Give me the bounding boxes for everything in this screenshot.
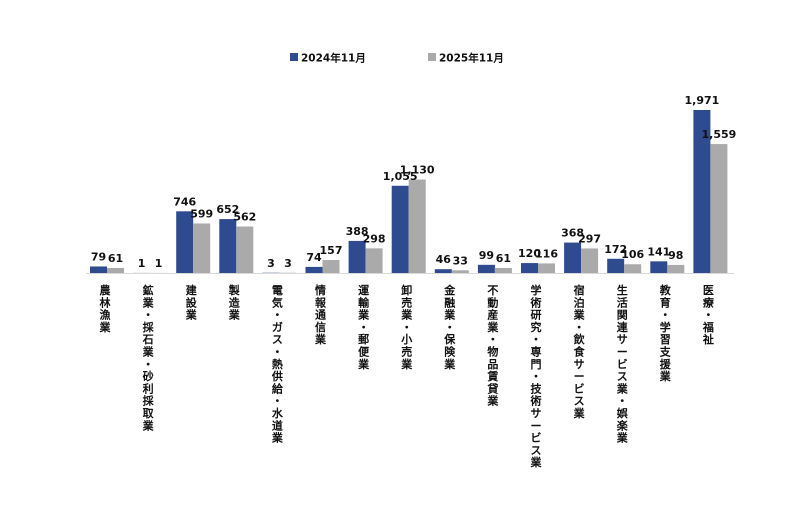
bar-2024-2 <box>176 211 194 273</box>
category-label-3: 製造業 <box>228 283 241 322</box>
bars <box>90 110 728 273</box>
data-label-2024-1: 1 <box>138 257 146 270</box>
data-label-2025-2: 599 <box>190 207 213 220</box>
data-label-2025-3: 562 <box>233 211 256 224</box>
category-label-11: 宿泊業・飲食サービス業 <box>573 283 586 420</box>
bar-2025-10 <box>538 263 555 273</box>
legend-swatch-2 <box>428 53 436 61</box>
category-label-14: 医療・福祉 <box>702 284 715 346</box>
data-label-2024-14: 1,971 <box>685 94 720 107</box>
data-label-2025-5: 157 <box>320 244 343 257</box>
bar-2024-6 <box>348 240 366 273</box>
bar-2024-5 <box>305 266 323 273</box>
bar-2024-11 <box>564 242 582 273</box>
category-label-2: 建設業 <box>185 283 198 322</box>
data-label-2024-2: 746 <box>173 195 196 208</box>
data-label-2024-8: 46 <box>436 253 452 266</box>
bar-2025-11 <box>581 248 599 273</box>
data-label-2025-7: 1,130 <box>400 164 435 177</box>
data-label-2025-9: 61 <box>496 252 511 265</box>
category-label-4: 電気・ガス・熱供給・水道業 <box>271 284 284 445</box>
bar-2025-12 <box>624 264 642 273</box>
bar-2024-9 <box>477 264 495 273</box>
data-label-2024-11: 368 <box>561 227 584 240</box>
category-label-0: 農林漁業 <box>99 283 112 334</box>
category-label-6: 運輸業・郵便業 <box>357 284 370 371</box>
data-label-2025-12: 106 <box>621 248 644 261</box>
bar-2025-13 <box>667 264 685 273</box>
data-label-2024-7: 1,055 <box>383 170 418 183</box>
bar-2024-8 <box>434 269 452 273</box>
bar-2024-13 <box>650 261 668 273</box>
bar-2025-14 <box>710 144 728 273</box>
bar-2025-8 <box>451 270 469 273</box>
data-label-2025-10: 116 <box>535 247 558 260</box>
data-label-2024-3: 652 <box>216 203 239 216</box>
bar-2024-3 <box>219 219 237 273</box>
bar-2025-5 <box>322 260 340 273</box>
data-label-2025-14: 1,559 <box>702 128 737 141</box>
data-label-2024-4: 3 <box>267 257 275 270</box>
category-label-13: 教育・学習支援業 <box>659 283 672 383</box>
legend-swatch-1 <box>290 53 298 61</box>
data-label-2024-0: 79 <box>91 250 106 263</box>
bar-2025-3 <box>236 226 254 273</box>
data-label-2025-1: 1 <box>155 257 163 270</box>
legend-label-2: 2025年11月 <box>439 52 504 65</box>
legend-label-1: 2024年11月 <box>301 52 366 65</box>
category-labels: 農林漁業 鉱業・採石業・砂利採取業 建設業 製造業 電気・ガス・熱供給・水道業 情報通信業… <box>99 283 715 469</box>
category-label-1: 鉱業・採石業・砂利採取業 <box>142 283 155 432</box>
data-label-2025-11: 297 <box>578 232 601 245</box>
data-label-2024-13: 141 <box>647 245 670 258</box>
category-label-9: 不動産業・物品賃貸業 <box>486 284 499 408</box>
data-label-2024-6: 388 <box>346 225 369 238</box>
bar-2025-6 <box>365 248 383 273</box>
category-label-10: 学術研究・専門・技術サービス業 <box>530 283 543 469</box>
data-label-2024-9: 99 <box>479 249 494 262</box>
bar-2025-0 <box>107 267 124 273</box>
bar-2024-0 <box>90 266 107 273</box>
data-label-2025-0: 61 <box>108 252 123 265</box>
bar-2025-7 <box>408 179 426 273</box>
bar-2024-10 <box>521 263 538 273</box>
bar-2024-14 <box>693 110 711 273</box>
bar-2025-9 <box>494 267 512 273</box>
bar-2024-12 <box>607 258 625 273</box>
data-label-2024-12: 172 <box>604 243 627 256</box>
legend: 2024年11月 2025年11月 <box>290 52 504 65</box>
data-label-2025-6: 298 <box>363 232 386 245</box>
category-label-7: 卸売業・小売業 <box>400 283 413 371</box>
bar-2024-7 <box>391 185 409 273</box>
category-label-12: 生活関連サービス業・娯楽業 <box>616 283 629 445</box>
bar-2025-2 <box>193 223 211 273</box>
data-label-2025-8: 33 <box>453 254 468 267</box>
category-label-8: 金融業・保険業 <box>443 283 456 371</box>
data-label-2025-13: 98 <box>668 249 683 262</box>
data-label-2024-5: 74 <box>306 251 322 264</box>
category-label-5: 情報通信業 <box>314 283 327 346</box>
data-label-2024-10: 120 <box>518 247 541 260</box>
data-label-2025-4: 3 <box>284 257 292 270</box>
